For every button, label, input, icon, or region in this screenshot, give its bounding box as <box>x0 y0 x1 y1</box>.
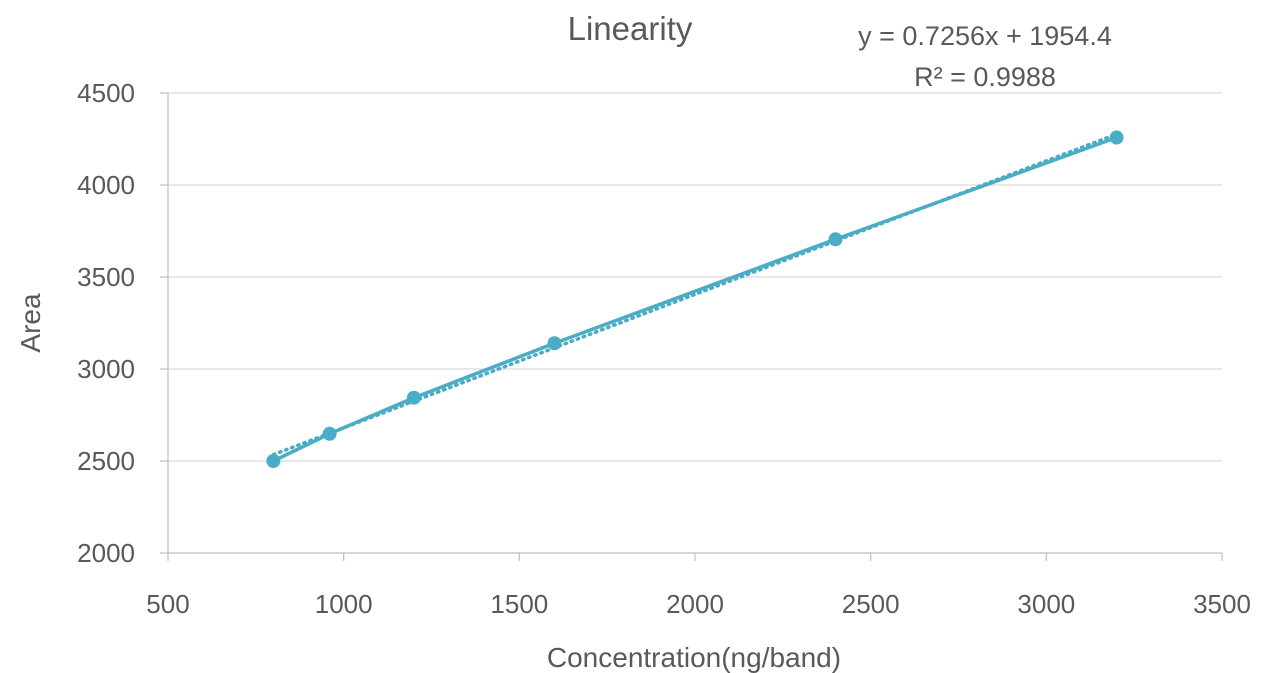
gridlines <box>168 92 1222 462</box>
x-tick-label: 1000 <box>315 589 373 619</box>
y-tick-label: 2000 <box>77 538 135 568</box>
y-tick-label: 4000 <box>77 170 135 200</box>
series-group <box>272 135 1118 463</box>
trendline-equation: y = 0.7256x + 1954.4 <box>858 21 1112 51</box>
series-line <box>272 135 1118 463</box>
x-tick-labels: 500 1000 1500 2000 2500 3000 3500 <box>146 589 1251 619</box>
data-point <box>1109 130 1124 145</box>
x-axis-title: Concentration(ng/band) <box>547 642 841 673</box>
x-tick-label: 1500 <box>490 589 548 619</box>
chart-title: Linearity <box>568 10 693 47</box>
y-tick-label: 3500 <box>77 262 135 292</box>
y-tick-label: 2500 <box>77 446 135 476</box>
y-axis-title: Area <box>15 293 46 353</box>
y-tick-label: 3000 <box>77 354 135 384</box>
data-point <box>266 454 281 468</box>
y-tick-label: 4500 <box>77 78 135 108</box>
data-point <box>322 426 337 441</box>
data-point <box>828 232 843 247</box>
x-tick-label: 2500 <box>842 589 900 619</box>
data-point <box>406 390 421 405</box>
data-point <box>547 336 562 351</box>
axes <box>160 92 1223 561</box>
trendline-r2: R² = 0.9988 <box>914 62 1056 92</box>
x-tick-label: 2000 <box>666 589 724 619</box>
x-tick-label: 3500 <box>1193 589 1251 619</box>
x-tick-label: 500 <box>146 589 189 619</box>
y-tick-labels: 2000 2500 3000 3500 4000 4500 <box>77 78 135 568</box>
x-tick-label: 3000 <box>1017 589 1075 619</box>
markers-group <box>266 130 1124 468</box>
